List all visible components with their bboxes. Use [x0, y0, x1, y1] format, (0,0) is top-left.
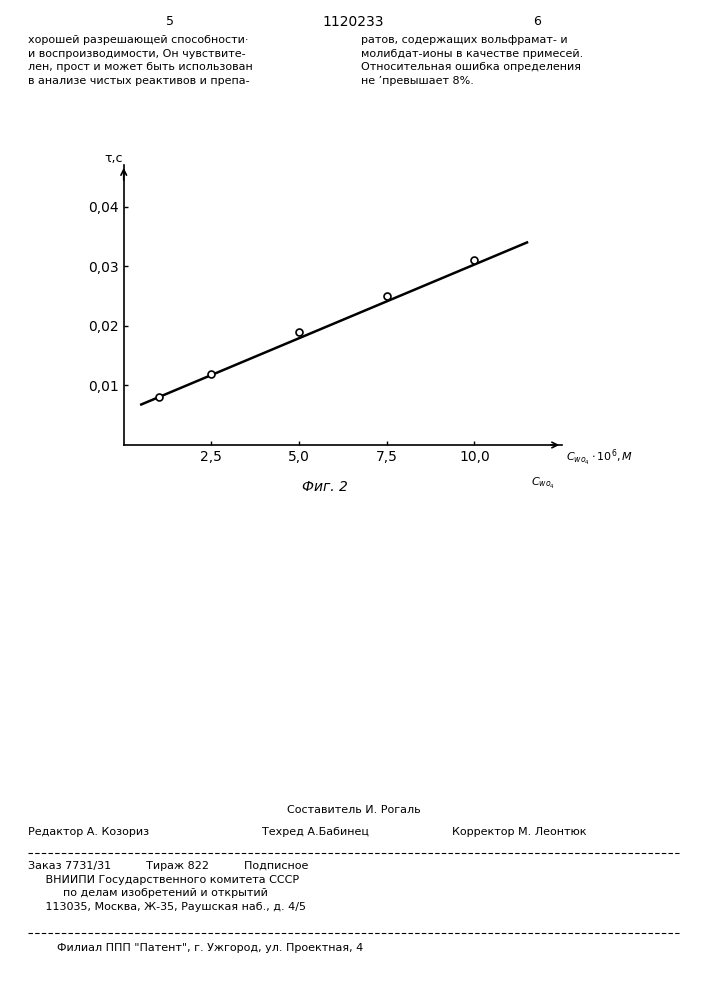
Text: 1120233: 1120233 — [323, 15, 384, 29]
Text: ратов, содержащих вольфрамат- и
молибдат-ионы в качестве примесей.
Относительная: ратов, содержащих вольфрамат- и молибдат… — [361, 35, 583, 86]
Text: τ,c: τ,c — [104, 152, 122, 165]
Text: Филиал ППП "Патент", г. Ужгород, ул. Проектная, 4: Филиал ППП "Патент", г. Ужгород, ул. Про… — [57, 943, 363, 953]
Text: $C_{wo_4^{}} \cdot 10^6, M$: $C_{wo_4^{}} \cdot 10^6, M$ — [566, 447, 633, 468]
Text: Заказ 7731/31          Тираж 822          Подписное
     ВНИИПИ Государственного: Заказ 7731/31 Тираж 822 Подписное ВНИИПИ… — [28, 861, 309, 912]
Text: Корректор М. Леонтюк: Корректор М. Леонтюк — [452, 827, 587, 837]
Text: 6: 6 — [533, 15, 542, 28]
Text: Составитель И. Рогаль: Составитель И. Рогаль — [286, 805, 421, 815]
Text: 5: 5 — [165, 15, 174, 28]
Text: $C_{wo_4^{}}$: $C_{wo_4^{}}$ — [530, 475, 554, 491]
Text: Редактор А. Козориз: Редактор А. Козориз — [28, 827, 149, 837]
Text: хорошей разрешающей способности·
и воспроизводимости, Он чувствите-
лен, прост и: хорошей разрешающей способности· и воспр… — [28, 35, 253, 86]
Text: Фиг. 2: Фиг. 2 — [303, 480, 348, 494]
Text: Техред А.Бабинец: Техред А.Бабинец — [262, 827, 368, 837]
